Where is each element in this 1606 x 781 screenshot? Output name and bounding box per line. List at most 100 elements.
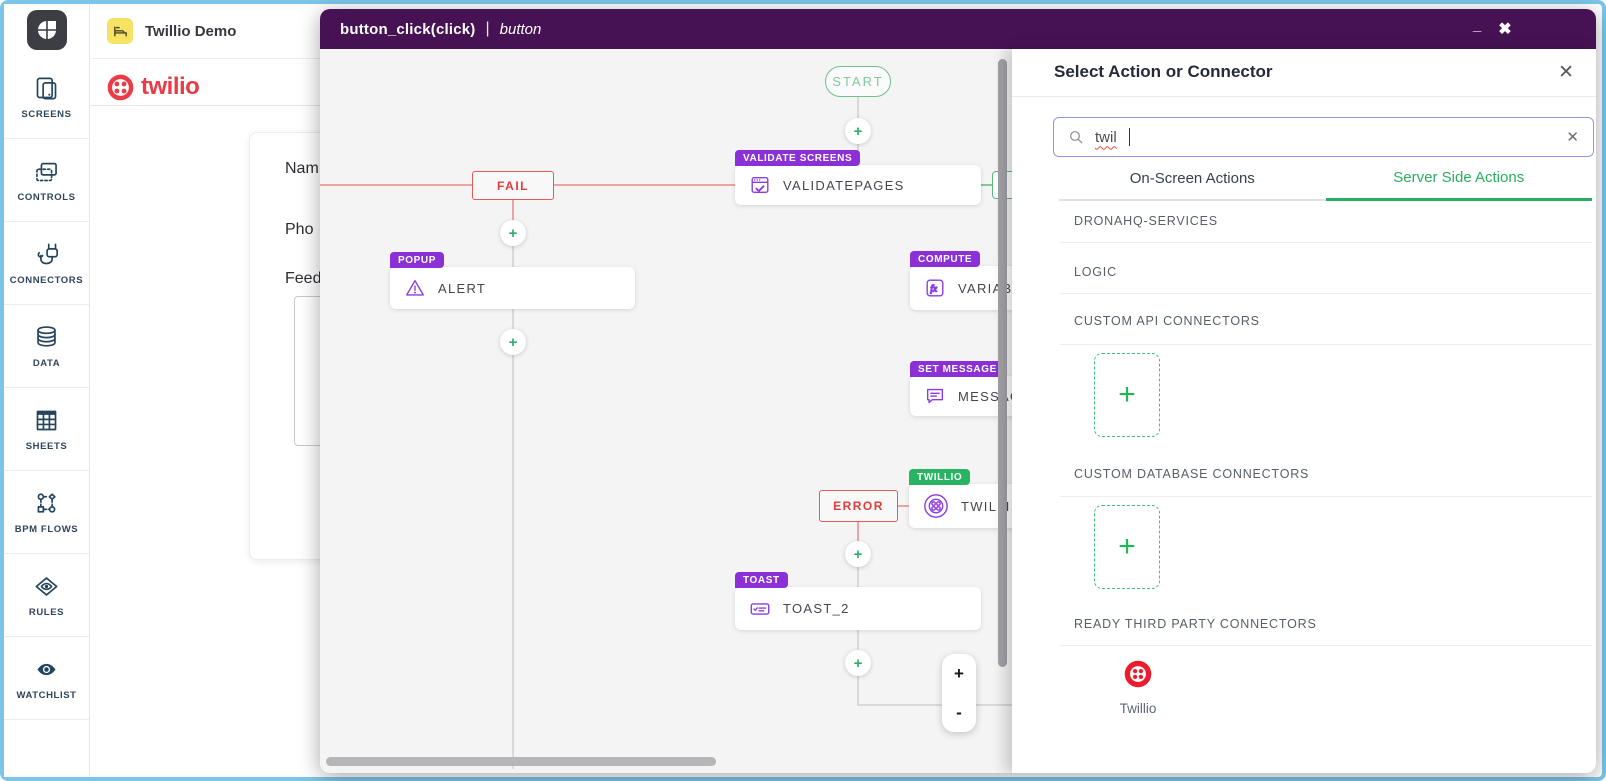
add-step-button[interactable]: + [845,541,871,567]
sidebar-item-controls[interactable]: CONTROLS [4,139,89,222]
twilio-icon [924,494,948,518]
action-flow-modal: button_click(click) | button _ ✖ START +… [320,9,1596,773]
flow-node-start[interactable]: START [825,66,891,97]
sidebar-item-label: WATCHLIST [16,689,77,701]
sidebar-item-label: RULES [28,606,65,618]
horizontal-scrollbar[interactable] [326,757,716,766]
canvas-divider [91,105,320,106]
node-label: VALIDATEPAGES [783,177,905,193]
sidebar-item-label: CONTROLS [17,191,76,203]
plus-icon: + [853,545,863,563]
sidebar-item-label: SHEETS [25,440,68,452]
connector-twillio[interactable]: Twillio [1102,659,1174,716]
text-caret [1128,128,1131,146]
modal-header: button_click(click) | button _ ✖ [320,9,1596,49]
search-icon [1070,131,1083,144]
sidebar-item-label: CONNECTORS [9,274,84,286]
connector-line [512,309,514,769]
canvas-zoom-control: + - [942,654,976,732]
message-icon [926,388,944,404]
divider [1012,96,1596,97]
zoom-in-button[interactable]: + [954,664,964,683]
app-canvas: twilio Nam Pho Feed [91,59,469,777]
dronahq-logo[interactable] [4,4,89,56]
section-ready-third-party-connectors[interactable]: READY THIRD PARTY CONNECTORS [1074,617,1317,631]
node-badge: TWILLIO [909,469,971,485]
screens-icon [36,77,57,99]
twilio-wordmark: twilio [141,73,200,100]
flow-node-toast2[interactable]: TOAST TOAST_2 [735,572,981,630]
node-badge: TOAST [735,572,788,588]
minimize-button[interactable]: _ [1472,16,1482,34]
sidebar-item-bpm-flows[interactable]: BPM FLOWS [4,471,89,554]
sidebar-item-screens[interactable]: SCREENS [4,56,89,139]
add-api-connector-button[interactable]: + [1094,353,1160,437]
app-tab-title[interactable]: Twillio Demo [145,22,237,40]
plus-icon: + [508,224,518,242]
select-action-panel: Select Action or Connector ✕ twil ✕ On-S… [1012,49,1596,773]
plus-icon: + [1118,378,1136,411]
add-step-button[interactable]: + [845,118,871,144]
app-sidebar: SCREENS CONTROLS CONNECTORS DATA SHEETS … [4,4,90,777]
flow-gate-fail[interactable]: FAIL [472,171,554,200]
sidebar-item-data[interactable]: DATA [4,305,89,388]
form-label-name: Nam [285,160,319,177]
twilio-mark-icon [107,74,134,100]
vertical-scrollbar[interactable] [998,59,1007,667]
search-input[interactable]: twil ✕ [1053,117,1594,157]
eye-diamond-icon [35,576,58,596]
add-step-button[interactable]: + [500,220,526,246]
database-icon [37,325,56,347]
add-database-connector-button[interactable]: + [1094,505,1160,589]
divider [1060,645,1592,646]
start-label: START [832,74,884,89]
node-badge: COMPUTE [910,251,981,267]
section-custom-api-connectors[interactable]: CUSTOM API CONNECTORS [1074,314,1260,328]
fx-icon: fx [926,279,944,297]
node-label: TOAST_2 [783,601,850,616]
section-logic[interactable]: LOGIC [1074,265,1117,279]
add-step-button[interactable]: + [500,329,526,355]
plus-icon: + [508,333,518,351]
tab-on-screen-actions[interactable]: On-Screen Actions [1059,157,1326,201]
connector-line-red [898,505,909,507]
node-badge: VALIDATE SCREENS [735,150,861,166]
eye-icon [37,663,56,675]
fail-label: FAIL [497,178,529,193]
connector-line-red [512,200,514,224]
divider [1060,344,1592,345]
node-label: ALERT [438,280,487,296]
clear-search-icon[interactable]: ✕ [1566,129,1579,146]
sidebar-item-sheets[interactable]: SHEETS [4,388,89,471]
flow-gate-error[interactable]: ERROR [819,490,898,522]
section-custom-database-connectors[interactable]: CUSTOM DATABASE CONNECTORS [1074,467,1310,481]
tab-server-side-actions[interactable]: Server Side Actions [1325,157,1592,201]
flow-icon [37,492,56,513]
modal-subtitle: button [499,20,542,38]
modal-title-separator: | [485,20,490,37]
sidebar-item-connectors[interactable]: CONNECTORS [4,222,89,305]
plug-icon [37,243,59,264]
sidebar-item-watchlist[interactable]: WATCHLIST [4,637,89,720]
divider [1060,293,1592,294]
sidebar-item-rules[interactable]: RULES [4,554,89,637]
app-tab-icon[interactable] [107,18,133,44]
node-badge: SET MESSAGE [910,361,1005,377]
connector-name: Twillio [1119,701,1157,716]
add-step-button[interactable]: + [845,650,871,676]
sidebar-item-label: BPM FLOWS [14,523,79,535]
section-dronahq-services[interactable]: DRONAHQ-SERVICES [1074,214,1218,228]
twilio-logo: twilio [107,73,200,101]
tab-label: Server Side Actions [1393,169,1525,186]
connector-line-red [857,522,859,544]
divider [1060,242,1592,243]
panel-close-icon[interactable]: ✕ [1558,62,1574,83]
modal-title: button_click(click) [340,20,476,38]
panel-tabs: On-Screen Actions Server Side Actions [1059,157,1592,201]
flow-node-validatepages[interactable]: VALIDATE SCREENS VALIDATEPAGES [735,150,981,205]
zoom-out-button[interactable]: - [956,703,962,722]
close-modal-button[interactable]: ✖ [1498,21,1512,38]
flow-node-alert[interactable]: POPUP ALERT [390,252,635,309]
dronahq-logo-icon [26,10,67,50]
connector-line-green [981,184,992,186]
